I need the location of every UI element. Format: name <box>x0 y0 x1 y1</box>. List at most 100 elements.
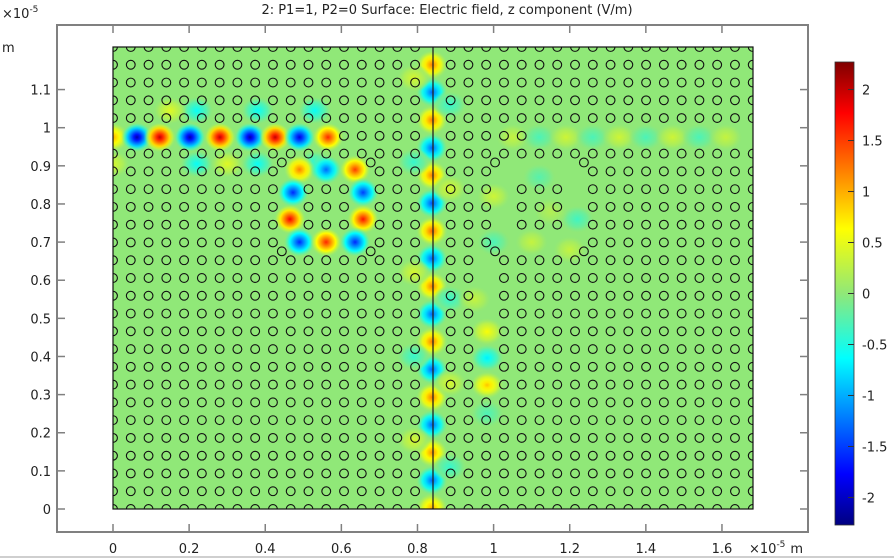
rod <box>125 113 136 124</box>
rod <box>516 486 527 497</box>
rod <box>729 379 740 390</box>
rod <box>392 290 403 301</box>
field-peak <box>310 154 343 185</box>
rod <box>267 308 278 319</box>
rod <box>214 59 225 70</box>
rod <box>712 468 723 479</box>
y-tick-label: 0.8 <box>30 198 51 213</box>
rod <box>113 361 118 372</box>
rod <box>552 486 563 497</box>
colorbar-tick-label: 0 <box>862 288 870 303</box>
rod <box>712 148 723 159</box>
rod <box>729 344 740 355</box>
rod <box>321 255 332 266</box>
rod <box>445 468 456 479</box>
rod <box>552 379 563 390</box>
rod <box>161 415 172 426</box>
rod <box>498 326 509 337</box>
rod <box>516 450 527 461</box>
rod <box>196 326 207 337</box>
rod <box>113 397 118 408</box>
rod <box>125 432 136 443</box>
rod <box>179 148 190 159</box>
rod <box>570 273 580 283</box>
rod <box>712 219 723 230</box>
rod <box>339 344 349 355</box>
rod <box>587 308 598 319</box>
rod <box>623 113 634 124</box>
rod <box>125 59 136 70</box>
rod <box>392 361 403 372</box>
rod <box>463 77 474 88</box>
rod <box>285 397 296 408</box>
rod <box>410 379 421 390</box>
rod <box>729 59 740 70</box>
field-peak <box>396 342 431 371</box>
rod <box>374 95 385 106</box>
field-peak <box>560 205 595 234</box>
rod <box>214 273 225 283</box>
rod <box>729 486 740 497</box>
rod <box>623 504 634 509</box>
rod <box>481 47 492 52</box>
rod <box>498 344 509 355</box>
rod <box>712 95 723 106</box>
rod <box>658 290 669 301</box>
rod <box>179 450 190 461</box>
rod <box>729 450 740 461</box>
rod <box>694 166 705 177</box>
rod <box>392 59 403 70</box>
rod <box>303 486 314 497</box>
rod <box>356 379 367 390</box>
rod <box>605 47 616 52</box>
rod <box>356 290 367 301</box>
rod <box>143 113 154 124</box>
rod <box>143 432 154 443</box>
rod <box>729 255 740 266</box>
rod <box>374 379 385 390</box>
rod <box>578 157 589 168</box>
rod <box>605 237 616 248</box>
rod <box>339 468 349 479</box>
rod <box>303 308 314 319</box>
rod <box>587 326 598 337</box>
rod <box>712 59 723 70</box>
rod <box>445 504 456 509</box>
rod <box>445 166 456 177</box>
rod <box>516 308 527 319</box>
rod <box>143 59 154 70</box>
rod <box>676 397 687 408</box>
rod <box>143 397 154 408</box>
rod <box>641 59 652 70</box>
rod <box>410 237 421 248</box>
rod <box>232 273 243 283</box>
rod <box>285 77 296 88</box>
rod <box>587 504 598 509</box>
rod <box>445 201 456 212</box>
rod <box>623 273 634 283</box>
field-peak <box>240 96 275 125</box>
rod <box>516 379 527 390</box>
rod <box>410 361 421 372</box>
field-peak <box>552 235 587 264</box>
rod <box>658 450 669 461</box>
rod <box>623 95 634 106</box>
rod <box>321 379 332 390</box>
rod <box>641 47 652 52</box>
rod <box>250 219 261 230</box>
rod <box>605 166 616 177</box>
rod <box>729 113 740 124</box>
rod <box>694 468 705 479</box>
rod <box>712 166 723 177</box>
rod <box>587 113 598 124</box>
rod <box>534 326 545 337</box>
rod <box>463 219 474 230</box>
rod <box>463 468 474 479</box>
rod <box>161 166 172 177</box>
rod <box>552 184 563 195</box>
rod <box>267 59 278 70</box>
rod <box>250 95 261 106</box>
rod <box>356 273 367 283</box>
rod <box>498 273 509 283</box>
rod <box>161 77 172 88</box>
